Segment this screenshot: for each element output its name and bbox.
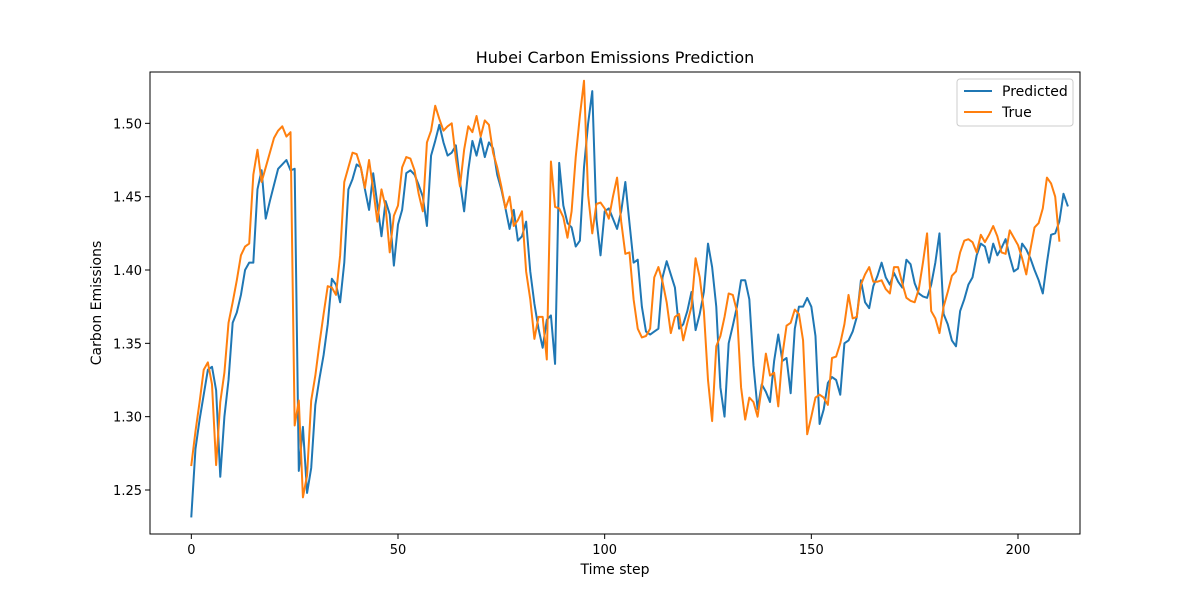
y-tick-label: 1.45 xyxy=(113,191,142,206)
x-tick-label: 150 xyxy=(799,543,824,558)
x-tick-label: 0 xyxy=(187,543,195,558)
plot-area xyxy=(150,72,1080,534)
y-tick-label: 1.50 xyxy=(113,117,142,132)
x-axis-ticks: 0 50 100 150 200 xyxy=(187,534,1030,558)
plot-frame xyxy=(149,71,1081,535)
x-tick-label: 200 xyxy=(1006,543,1031,558)
series-layer xyxy=(190,79,1069,518)
legend-label-predicted: Predicted xyxy=(1002,84,1068,100)
legend: Predicted True xyxy=(956,78,1074,127)
y-axis-label: Carbon Emissions xyxy=(89,241,105,365)
x-axis-label: Time step xyxy=(580,562,650,578)
y-axis-ticks: 1.25 1.30 1.35 1.40 1.45 1.50 xyxy=(113,117,150,499)
series-line-true xyxy=(190,79,1061,499)
y-tick-label: 1.40 xyxy=(113,264,142,279)
y-tick-label: 1.25 xyxy=(113,484,142,499)
legend-label-true: True xyxy=(1001,105,1032,121)
y-tick-label: 1.35 xyxy=(113,337,142,352)
x-tick-label: 50 xyxy=(390,543,407,558)
x-tick-label: 100 xyxy=(592,543,617,558)
y-tick-label: 1.30 xyxy=(113,411,142,426)
chart-title: Hubei Carbon Emissions Prediction xyxy=(476,48,755,67)
